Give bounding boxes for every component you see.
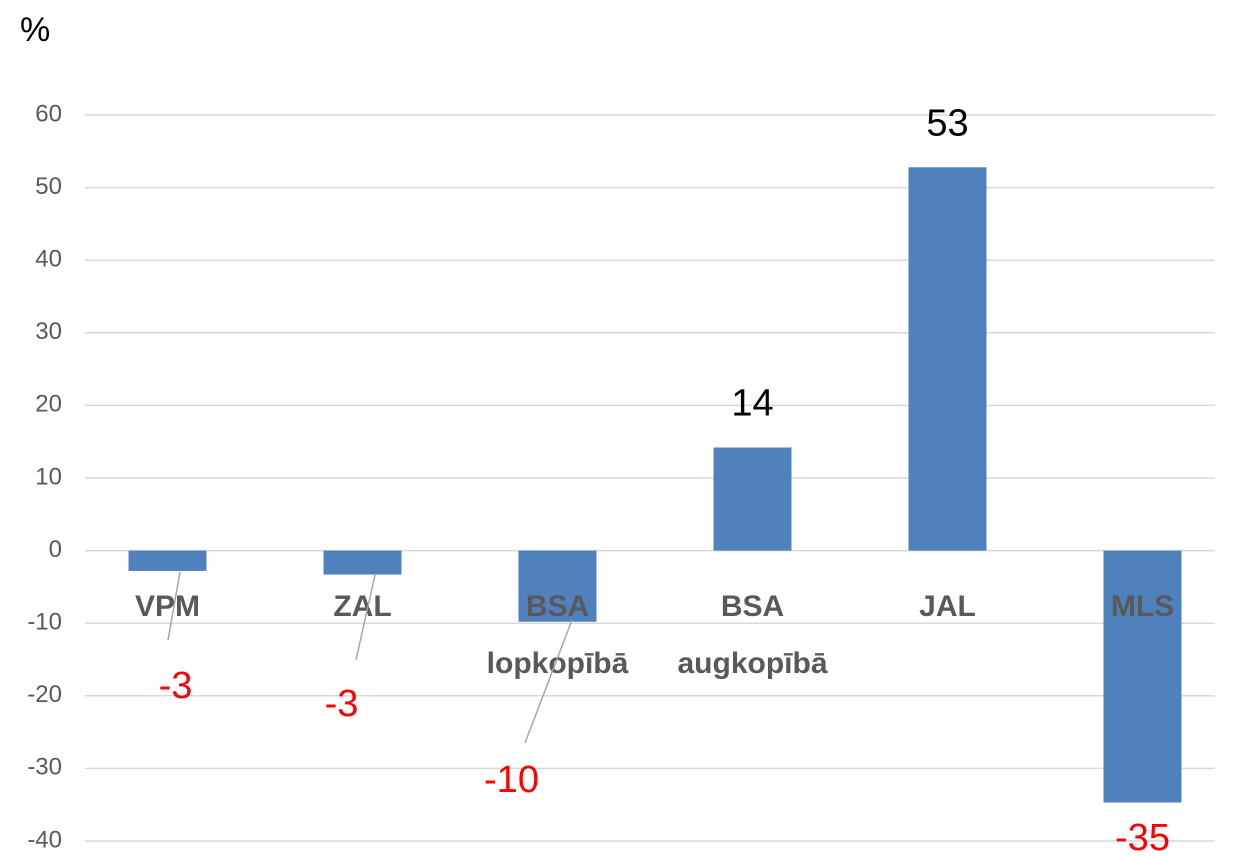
bar — [128, 550, 207, 571]
leader-line — [355, 574, 376, 661]
data-label: 53 — [926, 102, 968, 144]
y-tick-label: 50 — [35, 173, 62, 200]
x-tick-label: JAL — [919, 590, 976, 623]
y-tick-label: 30 — [35, 318, 62, 345]
y-tick-label: -10 — [27, 609, 62, 636]
bar — [518, 550, 597, 622]
x-tick-label: MLS — [1111, 590, 1174, 623]
y-tick-label: -20 — [27, 681, 62, 708]
y-tick-label: 60 — [35, 100, 62, 127]
leader-line — [167, 571, 181, 641]
data-label: -3 — [159, 665, 193, 707]
leader-line — [524, 619, 573, 744]
y-tick-label: -30 — [27, 754, 62, 781]
x-tick-label: BSA augkopībā — [677, 590, 827, 680]
y-axis-label: % — [20, 11, 50, 49]
x-tick-label: BSA lopkopībā — [487, 590, 629, 680]
y-tick-label: 20 — [35, 391, 62, 418]
x-tick-label: VPM — [135, 590, 200, 623]
bar — [713, 447, 792, 551]
bar — [1103, 550, 1182, 803]
bar — [908, 167, 987, 551]
y-tick-label: -40 — [27, 826, 62, 853]
data-label: 14 — [731, 383, 773, 425]
y-tick-label: 10 — [35, 463, 62, 490]
data-label: -10 — [484, 759, 539, 801]
x-tick-label: ZAL — [333, 590, 391, 623]
y-tick-label: 0 — [49, 536, 62, 563]
y-tick-label: 40 — [35, 246, 62, 273]
data-label: -3 — [325, 683, 359, 725]
data-label: -35 — [1115, 817, 1170, 856]
bar — [323, 550, 402, 575]
